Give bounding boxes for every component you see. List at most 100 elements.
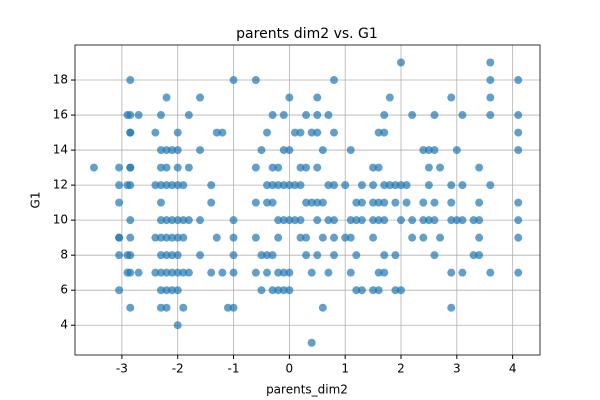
point <box>436 163 445 172</box>
point <box>302 251 311 260</box>
point <box>397 286 406 295</box>
point <box>285 216 294 225</box>
point <box>486 111 495 120</box>
point <box>486 58 495 67</box>
point <box>168 181 177 190</box>
point <box>184 111 193 120</box>
point <box>374 216 383 225</box>
point <box>318 198 327 207</box>
x-tick-label: 1 <box>341 362 349 376</box>
point <box>156 216 165 225</box>
point <box>341 233 350 242</box>
point <box>313 198 322 207</box>
point <box>179 268 188 277</box>
point <box>263 128 272 137</box>
point <box>207 181 216 190</box>
point <box>313 216 322 225</box>
point <box>115 163 124 172</box>
point <box>514 146 523 155</box>
point <box>162 163 171 172</box>
point <box>134 268 143 277</box>
point <box>184 163 193 172</box>
point <box>173 216 182 225</box>
point <box>173 163 182 172</box>
point <box>430 251 439 260</box>
point <box>430 111 439 120</box>
point <box>486 93 495 102</box>
point <box>419 233 428 242</box>
point <box>134 111 143 120</box>
y-tick-label: 6 <box>60 283 68 297</box>
point <box>296 181 305 190</box>
point <box>168 251 177 260</box>
point <box>324 216 333 225</box>
point <box>162 146 171 155</box>
point <box>514 111 523 120</box>
point <box>346 146 355 155</box>
point <box>126 181 135 190</box>
point <box>151 268 160 277</box>
point <box>486 268 495 277</box>
point <box>126 111 135 120</box>
point <box>374 128 383 137</box>
x-tick-label: 4 <box>509 362 517 376</box>
x-tick-label: -3 <box>116 362 128 376</box>
point <box>341 181 350 190</box>
point <box>173 251 182 260</box>
point <box>397 58 406 67</box>
point <box>391 198 400 207</box>
point <box>196 216 205 225</box>
point <box>251 198 260 207</box>
point <box>380 111 389 120</box>
point <box>162 216 171 225</box>
point <box>424 163 433 172</box>
x-tick-label: 3 <box>453 362 461 376</box>
point <box>369 181 378 190</box>
point <box>296 128 305 137</box>
point <box>173 146 182 155</box>
point <box>380 181 389 190</box>
point <box>229 233 238 242</box>
point <box>263 198 272 207</box>
point <box>156 181 165 190</box>
point <box>279 286 288 295</box>
point <box>290 216 299 225</box>
point <box>162 251 171 260</box>
point <box>207 268 216 277</box>
point <box>115 233 124 242</box>
point <box>514 216 523 225</box>
point <box>385 181 394 190</box>
point <box>279 111 288 120</box>
point <box>173 321 182 330</box>
point <box>173 286 182 295</box>
point <box>302 163 311 172</box>
point <box>380 128 389 137</box>
point <box>357 286 366 295</box>
point <box>324 181 333 190</box>
point <box>447 181 456 190</box>
point <box>436 233 445 242</box>
point <box>285 268 294 277</box>
point <box>296 163 305 172</box>
point <box>374 198 383 207</box>
point <box>207 198 216 207</box>
y-tick-label: 4 <box>60 318 68 332</box>
point <box>313 128 322 137</box>
point <box>156 303 165 312</box>
point <box>369 286 378 295</box>
point <box>475 216 484 225</box>
point <box>196 93 205 102</box>
point <box>391 251 400 260</box>
point <box>458 181 467 190</box>
point <box>268 181 277 190</box>
point <box>162 93 171 102</box>
y-tick-label: 10 <box>53 213 68 227</box>
point <box>151 128 160 137</box>
point <box>352 286 361 295</box>
point <box>168 146 177 155</box>
point <box>251 163 260 172</box>
point <box>324 111 333 120</box>
x-tick-label: -1 <box>228 362 240 376</box>
